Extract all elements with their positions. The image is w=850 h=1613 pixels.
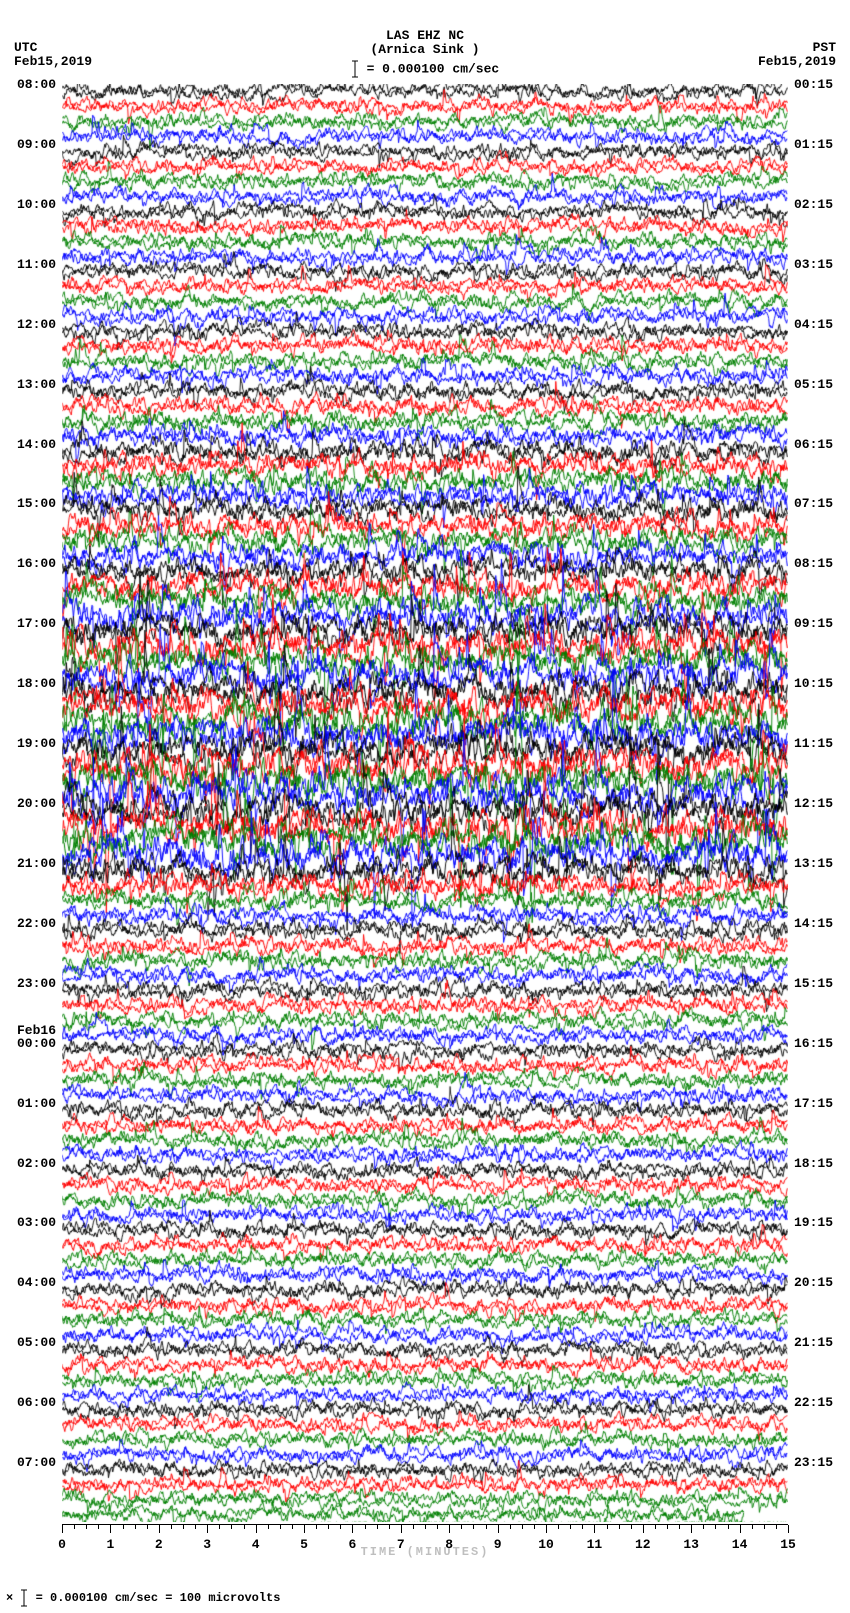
pst-tick-label: 04:15: [794, 318, 833, 331]
pst-tick-label: 14:15: [794, 917, 833, 930]
minutes-axis-title: TIME (MINUTES): [62, 1545, 788, 1559]
station-name: (Arnica Sink ): [0, 42, 850, 57]
utc-tick-label: 10:00: [17, 198, 56, 211]
pst-time-axis: 00:1501:1502:1503:1504:1505:1506:1507:15…: [790, 84, 850, 1522]
utc-tick-label: 06:00: [17, 1396, 56, 1409]
pst-tick-label: 16:15: [794, 1037, 833, 1050]
utc-tick-label: 23:00: [17, 977, 56, 990]
helicorder-page: UTC Feb15,2019 PST Feb15,2019 LAS EHZ NC…: [0, 0, 850, 1613]
pst-tick-label: 01:15: [794, 138, 833, 151]
minutes-ticks: [62, 1524, 788, 1537]
utc-tick-label: 03:00: [17, 1216, 56, 1229]
pst-tick-label: 17:15: [794, 1097, 833, 1110]
utc-tick-label: 02:00: [17, 1157, 56, 1170]
utc-tick-label: 18:00: [17, 677, 56, 690]
pst-tick-label: 21:15: [794, 1336, 833, 1349]
pst-tick-label: 00:15: [794, 78, 833, 91]
utc-tick-label: 07:00: [17, 1456, 56, 1469]
utc-tick-label: 13:00: [17, 378, 56, 391]
pst-tick-label: 11:15: [794, 737, 833, 750]
pst-tick-label: 05:15: [794, 378, 833, 391]
utc-time-axis: 08:0009:0010:0011:0012:0013:0014:0015:00…: [0, 84, 60, 1522]
utc-tick-label: 05:00: [17, 1336, 56, 1349]
pst-tick-label: 12:15: [794, 797, 833, 810]
pst-tick-label: 03:15: [794, 258, 833, 271]
utc-tick-label: 19:00: [17, 737, 56, 750]
pst-tick-label: 07:15: [794, 497, 833, 510]
utc-tick-label: 04:00: [17, 1276, 56, 1289]
pst-tick-label: 09:15: [794, 617, 833, 630]
pst-tick-label: 08:15: [794, 557, 833, 570]
pst-tick-label: 22:15: [794, 1396, 833, 1409]
utc-tick-label: 16:00: [17, 557, 56, 570]
scale-bar-icon: [351, 60, 359, 78]
utc-tick-label: 12:00: [17, 318, 56, 331]
pst-tick-label: 23:15: [794, 1456, 833, 1469]
utc-tick-label: 08:00: [17, 78, 56, 91]
utc-tick-label: 17:00: [17, 617, 56, 630]
scale-text: = 0.000100 cm/sec: [359, 61, 499, 76]
utc-tick-label: 09:00: [17, 138, 56, 151]
utc-tick-label: 14:00: [17, 438, 56, 451]
footer-scale: × = 0.000100 cm/sec = 100 microvolts: [6, 1589, 280, 1607]
utc-tick-label: 11:00: [17, 258, 56, 271]
scale-legend: = 0.000100 cm/sec: [0, 60, 850, 78]
pst-tick-label: 02:15: [794, 198, 833, 211]
utc-tick-label: 20:00: [17, 797, 56, 810]
pst-tick-label: 20:15: [794, 1276, 833, 1289]
utc-tick-label: Feb16 00:00: [17, 1024, 56, 1050]
utc-tick-label: 15:00: [17, 497, 56, 510]
pst-tick-label: 13:15: [794, 857, 833, 870]
minutes-axis: 0123456789101112131415 TIME (MINUTES): [62, 1524, 788, 1574]
helicorder-plot: [62, 84, 788, 1522]
helicorder-canvas: [62, 84, 788, 1522]
footer-scale-text: = 0.000100 cm/sec = 100 microvolts: [28, 1591, 280, 1605]
pst-tick-label: 15:15: [794, 977, 833, 990]
utc-tick-label: 21:00: [17, 857, 56, 870]
pst-tick-label: 19:15: [794, 1216, 833, 1229]
utc-tick-label: 22:00: [17, 917, 56, 930]
pst-tick-label: 06:15: [794, 438, 833, 451]
utc-tick-label: 01:00: [17, 1097, 56, 1110]
pst-tick-label: 18:15: [794, 1157, 833, 1170]
station-code: LAS EHZ NC: [0, 28, 850, 43]
footer-prefix: ×: [6, 1591, 13, 1605]
pst-tick-label: 10:15: [794, 677, 833, 690]
